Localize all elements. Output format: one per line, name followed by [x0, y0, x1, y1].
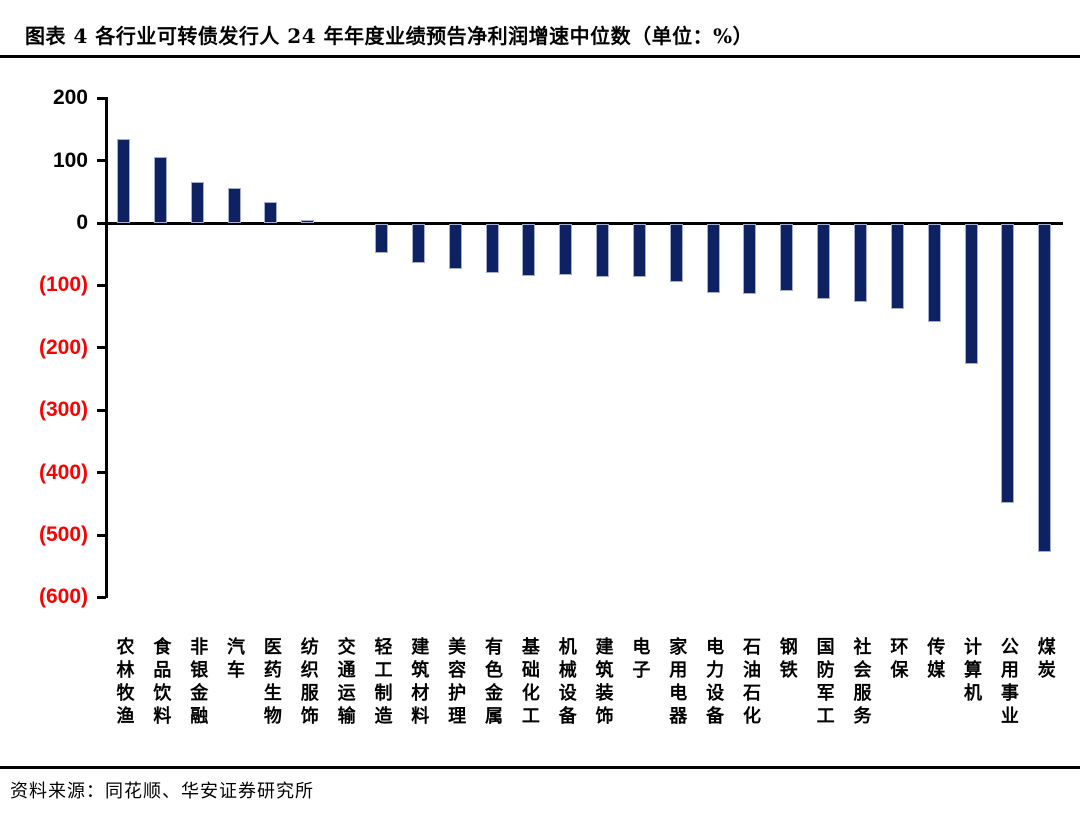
x-category-label: 国防军工 — [813, 637, 835, 729]
x-category-label: 非银金融 — [187, 637, 209, 729]
source-note: 资料来源：同花顺、华安证券研究所 — [10, 781, 314, 802]
figure-title: 图表 4 各行业可转债发行人 24 年年度业绩预告净利润增速中位数（单位：%） — [25, 24, 754, 48]
y-tick-mark — [97, 595, 106, 599]
y-tick-mark — [97, 159, 106, 163]
y-tick-label: (500) — [38, 523, 88, 546]
x-category-label: 传媒 — [924, 637, 946, 683]
bar-计算机 — [964, 224, 978, 364]
y-tick-mark — [97, 96, 106, 100]
x-category-label: 电子 — [629, 637, 651, 683]
bar-美容护理 — [448, 224, 462, 269]
x-category-label: 计算机 — [961, 637, 983, 706]
bar-社会服务 — [854, 224, 867, 302]
bar-家用电器 — [669, 224, 683, 283]
y-tick-label: (400) — [38, 460, 88, 484]
y-tick-label: 100 — [52, 148, 88, 172]
x-category-label: 电力设备 — [703, 637, 725, 729]
x-category-label: 汽车 — [224, 637, 246, 683]
y-tick-mark — [97, 346, 106, 350]
x-category-label: 家用电器 — [666, 637, 688, 729]
y-tick-mark — [97, 408, 106, 412]
bar-石油石化 — [743, 224, 757, 294]
bar-chart: 200 100 0 (100) (200) (300) (400) (500) (600) 农林牧… — [38, 86, 1063, 729]
bar-电力设备 — [706, 224, 720, 293]
x-category-label: 纺织服饰 — [297, 637, 319, 729]
x-category-label: 社会服务 — [850, 637, 872, 729]
y-tick-mark — [97, 221, 106, 225]
x-category-label: 建筑材料 — [408, 637, 430, 729]
x-category-label: 石油石化 — [739, 637, 761, 729]
bar-建筑材料 — [411, 224, 425, 264]
footer-rule — [0, 766, 1080, 769]
x-category-label: 美容护理 — [445, 637, 467, 729]
y-tick-label: (600) — [38, 585, 88, 609]
x-axis-zero-line — [105, 221, 1063, 225]
bar-公用事业 — [1001, 224, 1015, 503]
y-tick-label: 0 — [76, 211, 88, 234]
x-category-label: 农林牧渔 — [113, 637, 135, 729]
x-category-label: 基础化工 — [518, 637, 540, 729]
bar-纺织服饰 — [301, 219, 315, 223]
x-category-label: 公用事业 — [997, 637, 1019, 729]
title-rule — [0, 55, 1080, 58]
y-tick-mark — [97, 283, 106, 287]
bar-农林牧渔 — [117, 138, 130, 223]
y-tick-label: 200 — [52, 86, 88, 110]
x-category-label: 有色金属 — [482, 637, 503, 729]
bar-建筑装饰 — [596, 224, 610, 278]
y-tick-label: (200) — [38, 335, 88, 359]
bar-有色金属 — [485, 224, 499, 273]
y-tick-label: (100) — [38, 273, 88, 297]
x-category-label: 轻工制造 — [371, 637, 393, 729]
bar-煤炭 — [1038, 224, 1052, 553]
bar-医药生物 — [264, 201, 278, 223]
bar-钢铁 — [780, 224, 794, 292]
bar-基础化工 — [522, 224, 536, 276]
y-tick-mark — [97, 471, 106, 475]
y-axis-line — [105, 97, 108, 598]
bar-环保 — [890, 224, 904, 309]
x-category-label: 环保 — [887, 637, 909, 683]
x-category-label: 建筑装饰 — [592, 637, 614, 729]
bar-非银金融 — [190, 182, 204, 223]
x-category-label: 食品饮料 — [150, 637, 172, 729]
x-category-label: 机械设备 — [555, 637, 577, 729]
bar-食品饮料 — [153, 157, 167, 223]
bar-汽车 — [227, 188, 241, 223]
bar-机械设备 — [559, 224, 573, 275]
bar-国防军工 — [817, 224, 831, 299]
x-category-label: 钢铁 — [776, 637, 798, 683]
x-category-label: 医药生物 — [260, 637, 282, 729]
bar-轻工制造 — [374, 224, 388, 253]
y-tick-mark — [97, 533, 106, 537]
x-category-label: 交通运输 — [334, 637, 356, 729]
y-tick-label: (300) — [38, 398, 88, 422]
bar-电子 — [632, 224, 646, 278]
bar-传媒 — [927, 224, 941, 322]
x-category-label: 煤炭 — [1034, 637, 1056, 683]
